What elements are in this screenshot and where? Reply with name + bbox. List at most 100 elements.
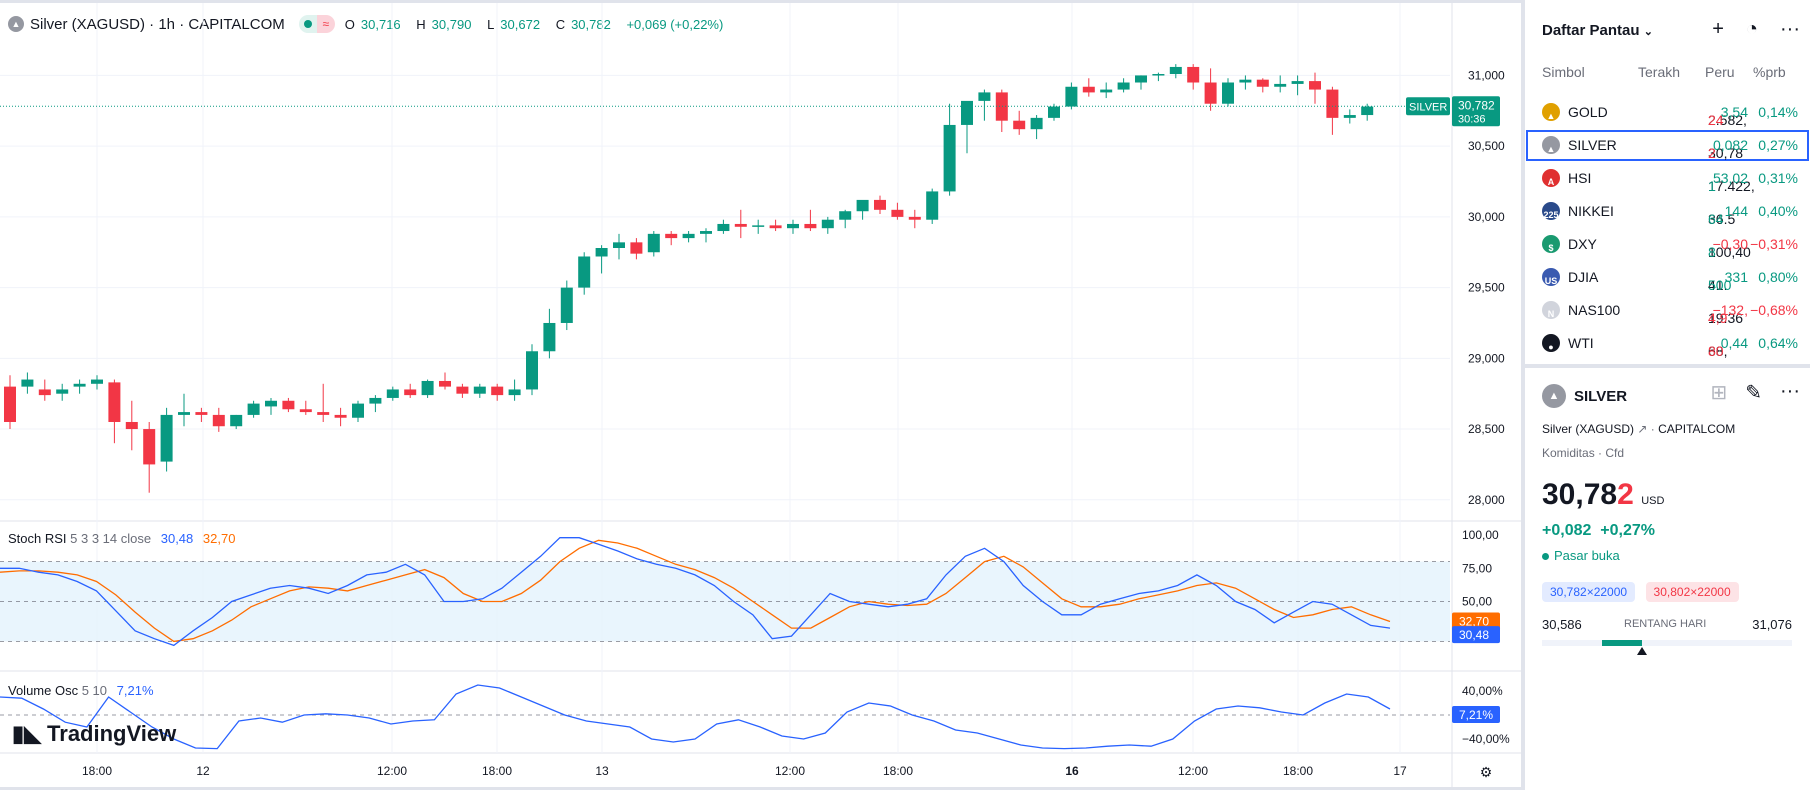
stoch-k-value-text: 30,48	[1459, 628, 1489, 642]
watchlist-title[interactable]: Daftar Pantau ⌄	[1542, 22, 1653, 39]
candle-body	[856, 199, 869, 212]
candle-body	[908, 216, 921, 220]
candle-body	[91, 379, 103, 384]
candle-body	[995, 92, 1008, 121]
grid-view-icon[interactable]: ⊞	[1710, 382, 1728, 404]
candle-body	[1013, 120, 1026, 130]
watchlist-row[interactable]: A HSI 17.422, 1 53,02 0,31%	[1525, 162, 1810, 195]
chart-title[interactable]: Silver (XAGUSD) · 1h · CAPITALCOM	[30, 15, 285, 33]
price-tick-label: 31,000	[1468, 68, 1505, 82]
time-tick-label: 16	[1065, 764, 1079, 778]
candle-body	[665, 233, 678, 239]
column-symbol[interactable]: Simbol	[1542, 64, 1585, 80]
candle-body	[769, 225, 782, 229]
candle-body	[1256, 79, 1269, 87]
time-tick-label: 17	[1393, 764, 1407, 778]
watchlist-row[interactable]: N NAS100 19.36 4,9 −132, −0,68%	[1525, 294, 1810, 327]
bid-chip[interactable]: 30,782×22000	[1542, 582, 1636, 602]
pie-chart-icon[interactable]: ◔	[1745, 18, 1759, 40]
market-open-dot	[298, 15, 317, 33]
watchlist-row[interactable]: US DJIA 41. 500 331 0,80%	[1525, 261, 1810, 294]
candle-body	[682, 233, 695, 239]
watchlist-row[interactable]: 225 NIKKEI 36.5 64 144 0,40%	[1542, 202, 1798, 227]
column-last[interactable]: Terakh	[1638, 64, 1681, 80]
market-status-indicator[interactable]: ≈	[298, 15, 335, 33]
watchlist-change-pct: 0,80%	[1758, 269, 1798, 285]
candle-body	[108, 382, 121, 422]
time-tick-label: 12:00	[377, 764, 407, 778]
watchlist-change: 0,44	[1720, 335, 1748, 351]
candle-body	[787, 223, 799, 229]
symbol-logo-icon: ▲	[1542, 136, 1560, 154]
stoch-d-value-text: 32,70	[1459, 614, 1489, 628]
settings-icon: ⚙	[1480, 764, 1493, 780]
watchlist-row[interactable]: ▲ GOLD 2.582, 24 3,54 0,14%	[1525, 96, 1810, 129]
candle-body	[456, 386, 469, 394]
watchlist-symbol: DXY	[1568, 236, 1597, 252]
bid-ask: 30,782×22000 30,802×22000	[1542, 582, 1739, 602]
candle-body	[839, 211, 852, 220]
candle-body	[265, 400, 277, 407]
candle-body	[178, 412, 190, 415]
column-change[interactable]: Peru	[1705, 64, 1735, 80]
candle-body	[1152, 74, 1165, 76]
volume-osc-legend[interactable]: Volume Osc 5 10 7,21%	[8, 683, 154, 698]
watchlist-row[interactable]: $ DXY 100,40 8 −0,30 −0,31%	[1525, 228, 1810, 261]
more-icon[interactable]: ···	[1780, 18, 1800, 40]
time-tick-label: 18:00	[82, 764, 112, 778]
symbol-price-tag	[1406, 97, 1450, 116]
price-tick-label: 28,500	[1468, 422, 1505, 436]
candle-body	[508, 389, 521, 396]
details-category: Komiditas · Cfd	[1542, 446, 1625, 460]
details-name-line: Silver (XAGUSD) ↗ · CAPITALCOM	[1542, 422, 1736, 436]
candle-body	[125, 421, 138, 430]
watchlist-change-pct: 0,27%	[1758, 137, 1798, 153]
ask-chip[interactable]: 30,802×22000	[1645, 582, 1739, 602]
candle-body	[73, 383, 86, 387]
countdown-timer: 30:36	[1458, 113, 1486, 125]
details-symbol: SILVER	[1574, 387, 1628, 405]
details-price: 30,782 USD	[1542, 478, 1665, 511]
candle-body	[1239, 79, 1252, 83]
candle-body	[1361, 106, 1374, 116]
watchlist-row[interactable]: ● WTI 68, 80 0,44 0,64%	[1525, 327, 1810, 360]
candle-body	[560, 287, 573, 323]
candle-body	[1274, 83, 1287, 87]
candle-body	[369, 397, 382, 404]
chart-canvas[interactable]: 31,000 30,500 30,000 29,500 29,000 28,500 28,0…	[0, 3, 1521, 787]
stoch-rsi-legend[interactable]: Stoch RSI 5 3 3 14 close 30,48 32,70	[8, 531, 236, 546]
stoch-k-line	[0, 537, 1391, 647]
candle-body	[230, 414, 243, 427]
market-status: Pasar buka	[1542, 548, 1620, 563]
watchlist-symbol: GOLD	[1568, 104, 1608, 120]
tradingview-logo[interactable]: ▮◣ TradingView	[12, 721, 177, 746]
column-change-pct[interactable]: %prb	[1753, 64, 1786, 80]
watchlist-symbol: NAS100	[1568, 302, 1621, 318]
candle-body	[734, 223, 747, 227]
watchlist-change-pct: 0,40%	[1758, 203, 1798, 219]
symbol-logo-icon: $	[1542, 235, 1560, 253]
external-link-icon[interactable]: ↗	[1637, 422, 1648, 436]
volume-osc-line	[0, 684, 1391, 750]
candle-body	[160, 414, 173, 462]
watchlist-change-pct: −0,68%	[1750, 302, 1798, 318]
watchlist-change: −0,30	[1712, 236, 1748, 252]
add-symbol-icon[interactable]: +	[1712, 18, 1724, 40]
candle-body	[874, 199, 886, 210]
candle-body	[1048, 106, 1060, 118]
candle-body	[473, 386, 486, 394]
candle-body	[821, 219, 834, 229]
time-tick-label: 12:00	[775, 764, 805, 778]
stoch-d-value-tag	[1452, 612, 1500, 630]
watchlist-change: 144	[1724, 203, 1748, 219]
candle-body	[491, 386, 504, 396]
candle-body	[1326, 89, 1339, 118]
watchlist-change-pct: 0,64%	[1758, 335, 1798, 351]
edit-icon[interactable]: ✎	[1745, 382, 1763, 404]
more-icon[interactable]: ···	[1780, 380, 1800, 402]
day-range-bar	[1542, 640, 1792, 655]
watchlist-change-pct: 0,31%	[1758, 170, 1798, 186]
watchlist-row[interactable]: ▲ SILVER 30,78 2 0,082 0,27%	[1525, 129, 1810, 162]
time-tick-label: 18:00	[883, 764, 913, 778]
